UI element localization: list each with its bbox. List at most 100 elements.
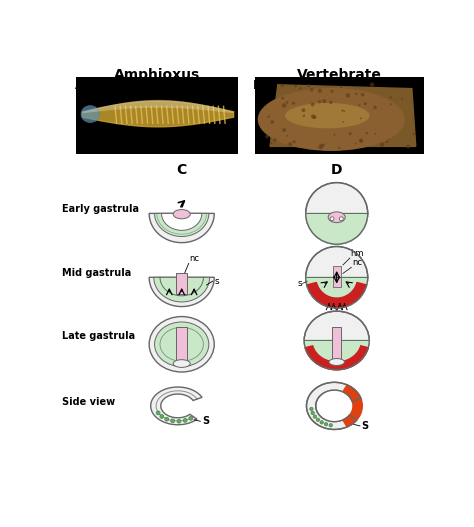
Circle shape bbox=[288, 142, 292, 146]
Circle shape bbox=[360, 140, 363, 143]
Circle shape bbox=[364, 102, 367, 105]
Circle shape bbox=[160, 415, 164, 418]
Circle shape bbox=[306, 182, 368, 244]
Polygon shape bbox=[308, 282, 366, 307]
Circle shape bbox=[374, 133, 376, 134]
Ellipse shape bbox=[258, 89, 404, 150]
Text: hm: hm bbox=[351, 249, 364, 258]
Text: B: B bbox=[253, 79, 263, 92]
Circle shape bbox=[311, 103, 315, 106]
Text: nc: nc bbox=[352, 258, 362, 267]
Circle shape bbox=[281, 84, 284, 87]
Text: s: s bbox=[297, 279, 302, 288]
Circle shape bbox=[401, 98, 403, 100]
Circle shape bbox=[356, 94, 358, 95]
Circle shape bbox=[265, 135, 269, 139]
Polygon shape bbox=[162, 213, 202, 230]
Polygon shape bbox=[343, 385, 362, 427]
Ellipse shape bbox=[339, 217, 343, 221]
Circle shape bbox=[346, 93, 350, 97]
Circle shape bbox=[360, 118, 362, 119]
Circle shape bbox=[177, 419, 181, 423]
Circle shape bbox=[374, 105, 377, 109]
Circle shape bbox=[281, 97, 284, 100]
Bar bbox=[333, 266, 341, 287]
Polygon shape bbox=[270, 85, 416, 147]
Bar bbox=[176, 327, 187, 363]
Ellipse shape bbox=[304, 311, 369, 370]
Circle shape bbox=[307, 84, 310, 87]
Circle shape bbox=[361, 93, 365, 96]
Text: Side view: Side view bbox=[63, 397, 116, 407]
Circle shape bbox=[390, 96, 392, 98]
Bar bbox=[332, 327, 341, 359]
Circle shape bbox=[406, 144, 410, 149]
Circle shape bbox=[294, 85, 297, 87]
Circle shape bbox=[320, 143, 324, 148]
Circle shape bbox=[323, 143, 325, 145]
Circle shape bbox=[318, 390, 351, 422]
Circle shape bbox=[344, 111, 345, 112]
Circle shape bbox=[311, 114, 315, 119]
Text: S: S bbox=[362, 421, 369, 431]
Polygon shape bbox=[82, 100, 234, 113]
Circle shape bbox=[330, 90, 334, 93]
Ellipse shape bbox=[155, 322, 209, 367]
Circle shape bbox=[340, 85, 343, 88]
Text: nc: nc bbox=[190, 255, 200, 264]
Circle shape bbox=[329, 424, 332, 427]
Circle shape bbox=[270, 142, 273, 144]
Ellipse shape bbox=[160, 327, 203, 361]
Polygon shape bbox=[307, 382, 361, 430]
Circle shape bbox=[299, 87, 301, 90]
Bar bbox=[255, 77, 423, 154]
Circle shape bbox=[156, 411, 160, 415]
Polygon shape bbox=[155, 213, 209, 237]
Circle shape bbox=[282, 103, 286, 108]
Circle shape bbox=[286, 101, 288, 104]
Ellipse shape bbox=[330, 217, 334, 221]
Circle shape bbox=[302, 114, 305, 117]
Circle shape bbox=[355, 92, 357, 94]
Circle shape bbox=[358, 104, 360, 106]
Text: Mid gastrula: Mid gastrula bbox=[63, 268, 132, 278]
Polygon shape bbox=[149, 277, 214, 307]
Circle shape bbox=[365, 132, 368, 134]
Circle shape bbox=[292, 102, 295, 105]
Circle shape bbox=[171, 419, 174, 423]
Circle shape bbox=[355, 143, 356, 144]
Polygon shape bbox=[304, 340, 369, 370]
Circle shape bbox=[348, 132, 352, 135]
Circle shape bbox=[183, 418, 187, 422]
Ellipse shape bbox=[149, 317, 214, 372]
Circle shape bbox=[359, 138, 363, 142]
Circle shape bbox=[313, 415, 317, 418]
Circle shape bbox=[341, 110, 344, 112]
Text: Vertebrate: Vertebrate bbox=[297, 68, 382, 82]
Circle shape bbox=[386, 141, 388, 143]
Text: Amphioxus: Amphioxus bbox=[114, 68, 200, 82]
Polygon shape bbox=[306, 277, 368, 308]
Circle shape bbox=[324, 423, 328, 426]
Text: Late gastrula: Late gastrula bbox=[63, 331, 136, 341]
Circle shape bbox=[301, 108, 305, 112]
Circle shape bbox=[310, 88, 314, 92]
Ellipse shape bbox=[173, 210, 190, 219]
Polygon shape bbox=[306, 213, 368, 244]
Ellipse shape bbox=[81, 105, 100, 123]
Circle shape bbox=[333, 133, 336, 136]
Circle shape bbox=[320, 421, 323, 424]
Circle shape bbox=[342, 121, 344, 123]
Circle shape bbox=[282, 128, 286, 132]
Circle shape bbox=[390, 103, 392, 105]
Circle shape bbox=[286, 135, 288, 136]
Circle shape bbox=[267, 115, 270, 118]
Ellipse shape bbox=[285, 103, 370, 128]
Ellipse shape bbox=[329, 358, 345, 365]
Circle shape bbox=[319, 144, 323, 149]
Circle shape bbox=[165, 417, 169, 421]
Circle shape bbox=[316, 418, 319, 422]
Polygon shape bbox=[305, 346, 368, 370]
Polygon shape bbox=[151, 387, 202, 425]
Ellipse shape bbox=[328, 212, 345, 222]
